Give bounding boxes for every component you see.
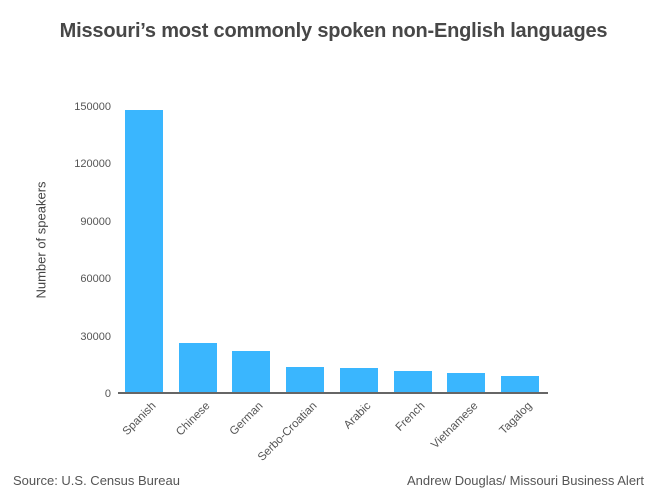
x-tick-label: Tagalog: [497, 400, 535, 437]
x-tick-label: Serbo-Croatian: [255, 400, 320, 464]
bar-tagalog: [500, 375, 539, 392]
bar-spanish: [125, 110, 163, 392]
y-tick-label: 30000: [80, 330, 111, 343]
bar-serbo-croatian: [286, 367, 325, 392]
x-tick-label: Vietnamese: [429, 400, 481, 452]
y-tick-label: 0: [104, 388, 111, 400]
y-tick-label: 150000: [74, 100, 111, 113]
bar-chinese: [178, 343, 217, 392]
credit-note: Andrew Douglas/ Missouri Business Alert: [407, 473, 644, 488]
bar-vietnamese: [447, 373, 486, 392]
x-tick-label: Chinese: [173, 400, 213, 439]
x-tick-label: Spanish: [120, 400, 159, 438]
bar-arabic: [339, 368, 378, 392]
y-tick-label: 60000: [80, 273, 111, 285]
bar-german: [232, 350, 271, 392]
x-axis-line: [118, 392, 548, 394]
x-tick-label: Arabic: [341, 400, 374, 432]
y-tick-label: 90000: [80, 215, 111, 228]
y-tick-label: 120000: [74, 158, 111, 170]
bar-french: [393, 370, 432, 392]
chart-title: Missouri’s most commonly spoken non-Engl…: [59, 20, 608, 42]
x-tick-label: German: [228, 400, 266, 438]
x-tick-label: French: [393, 400, 427, 434]
source-note: Source: U.S. Census Bureau: [13, 473, 180, 488]
y-axis-label: Number of speakers: [33, 181, 49, 299]
